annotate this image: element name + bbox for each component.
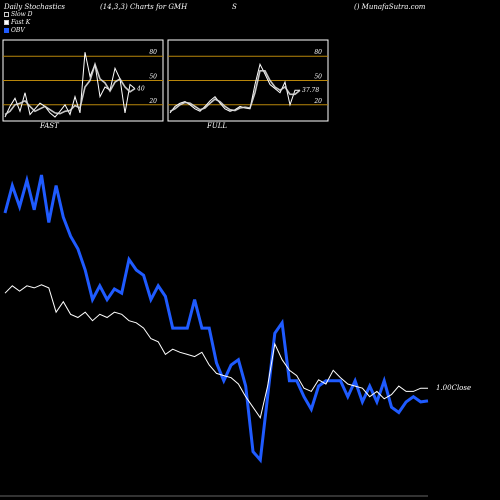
- chart-heading-mid: (14,3,3) Charts for GMH: [100, 3, 188, 11]
- legend-label-obv: OBV: [11, 27, 25, 34]
- legend-swatch-obv: [4, 28, 9, 33]
- fast-tick-label-80: 80: [149, 49, 157, 56]
- fast-series-fast-k: [4, 52, 136, 118]
- legend-swatch-slow-d: [4, 12, 9, 17]
- close-last-value-label: 1.00Close: [436, 384, 471, 392]
- legend-swatch-fast-k: [4, 20, 9, 25]
- series-close: [4, 284, 428, 420]
- legend-fast-k: Fast K: [4, 19, 30, 26]
- full-tick-label-20: 20: [313, 98, 322, 105]
- full-tick-label-50: 50: [314, 74, 322, 81]
- full-last-value-label: 37.78: [302, 87, 319, 94]
- fast-tick-label-20: 20: [148, 98, 157, 105]
- full-panel-title: FULL: [207, 122, 228, 130]
- fast-series-slow-d: [4, 61, 136, 116]
- chart-heading-left: Daily Stochastics: [4, 3, 66, 11]
- legend-obv: OBV: [4, 27, 25, 34]
- chart-heading-s: S: [232, 3, 237, 11]
- legend-label-fast-k: Fast K: [11, 19, 31, 26]
- fast-last-value-label: 40: [136, 86, 145, 93]
- fast-tick-label-50: 50: [149, 74, 157, 81]
- full-series-slow-d: [169, 70, 301, 113]
- legend-label-slow-d: Slow D: [11, 11, 33, 18]
- series-obv: [3, 174, 429, 464]
- full-series-fast-k: [169, 62, 300, 114]
- full-tick-label-80: 80: [314, 49, 322, 56]
- fast-panel-title: FAST: [40, 122, 59, 130]
- legend-slow-d: Slow D: [4, 11, 33, 18]
- chart-heading-right: () MunafaSutra.com: [354, 3, 426, 11]
